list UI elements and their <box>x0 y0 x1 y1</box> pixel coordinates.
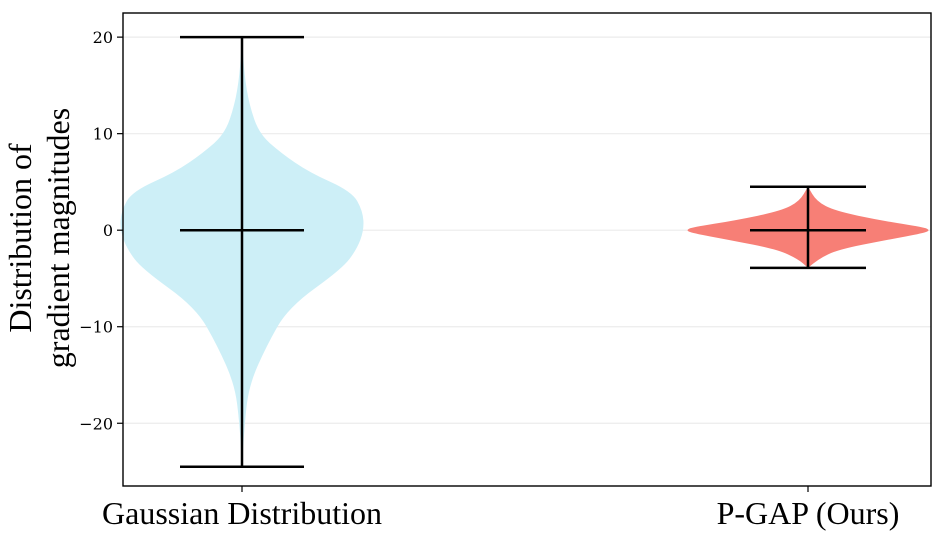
x-axis-labels: Gaussian Distribution P-GAP (Ours) <box>102 486 899 531</box>
y-axis-label-line-2: gradient magnitudes <box>40 108 76 368</box>
y-tick-label: 20 <box>93 28 113 47</box>
whiskers <box>180 35 866 468</box>
y-tick-label: 0 <box>103 221 113 240</box>
y-axis-label-line-1: Distribution of <box>2 143 38 333</box>
x-tick-label-2: P-GAP (Ours) <box>717 495 900 531</box>
plot-frame <box>122 12 932 487</box>
y-tick-label: −20 <box>79 414 113 433</box>
x-tick-label-1: Gaussian Distribution <box>102 495 382 531</box>
y-tick-label: 10 <box>93 125 113 144</box>
y-tick-label: −10 <box>79 318 113 337</box>
y-axis-ticks: −20 −10 0 10 20 <box>79 28 123 433</box>
